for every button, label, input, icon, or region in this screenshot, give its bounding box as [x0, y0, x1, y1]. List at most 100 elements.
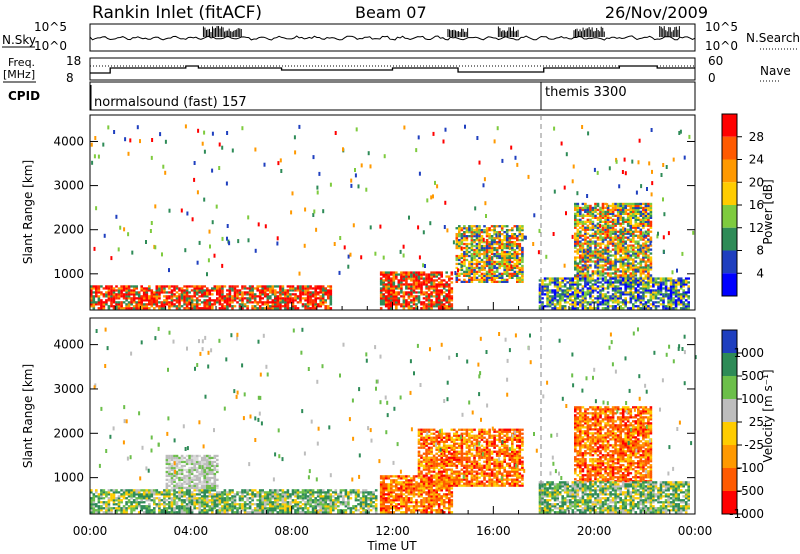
data-cell	[314, 307, 317, 310]
data-cell	[117, 303, 121, 306]
data-cell	[145, 299, 149, 302]
data-cell	[284, 505, 287, 508]
data-cell	[616, 297, 620, 300]
data-cell	[332, 495, 335, 498]
data-cell	[574, 260, 577, 263]
data-cell	[480, 268, 484, 272]
data-cell	[606, 216, 610, 219]
data-cell	[558, 303, 562, 306]
data-cell	[687, 303, 690, 306]
data-cell	[329, 501, 333, 504]
data-cell	[148, 489, 151, 492]
data-cell	[279, 295, 282, 298]
data-cell	[637, 248, 640, 251]
data-cell	[100, 307, 103, 310]
data-cell	[112, 507, 116, 510]
data-cell	[100, 489, 103, 492]
data-cell	[185, 493, 189, 496]
data-cell	[233, 285, 237, 288]
data-cell	[594, 216, 597, 219]
data-cell	[642, 202, 645, 206]
data-cell	[188, 297, 191, 300]
data-cell	[455, 241, 459, 244]
data-cell	[596, 232, 600, 235]
data-cell	[596, 274, 600, 277]
data-cell	[619, 236, 622, 239]
data-cell	[687, 285, 690, 288]
data-cell	[105, 303, 108, 306]
data-cell	[652, 277, 655, 280]
data-cell	[251, 295, 254, 298]
data-cell	[619, 228, 622, 231]
data-cell	[566, 287, 569, 290]
data-cell	[647, 244, 650, 247]
data-speck	[161, 252, 163, 257]
data-speck	[399, 249, 402, 254]
data-cell	[261, 301, 264, 304]
data-cell	[407, 295, 411, 298]
data-cell	[445, 275, 448, 278]
data-cell	[493, 233, 496, 236]
data-cell	[294, 289, 297, 292]
y-tick-label: 1000	[53, 267, 84, 281]
data-cell	[606, 246, 610, 249]
data-cell	[659, 299, 663, 302]
data-speck	[102, 142, 105, 147]
data-cell	[183, 303, 186, 306]
data-cell	[92, 501, 96, 504]
data-cell	[130, 299, 133, 302]
data-speck	[625, 210, 628, 215]
data-cell	[503, 231, 506, 234]
data-cell	[120, 499, 123, 502]
data-cell	[624, 277, 627, 280]
data-cell	[490, 268, 494, 272]
data-cell	[115, 303, 118, 306]
data-cell	[614, 295, 617, 298]
data-cell	[188, 501, 191, 504]
data-cell	[674, 295, 678, 298]
data-cell	[609, 240, 612, 243]
data-cell	[579, 258, 582, 261]
data-cell	[553, 281, 557, 284]
data-cell	[135, 303, 138, 306]
data-cell	[412, 301, 416, 304]
data-cell	[616, 289, 620, 292]
data-cell	[170, 489, 174, 492]
data-cell	[634, 305, 638, 308]
data-cell	[606, 274, 610, 277]
data-cell	[178, 511, 181, 514]
data-cell	[281, 507, 285, 510]
data-cell	[478, 256, 481, 260]
data-cell	[299, 507, 302, 510]
data-cell	[485, 242, 489, 246]
data-cell	[606, 242, 610, 245]
data-cell	[649, 214, 653, 217]
data-cell	[390, 301, 393, 304]
data-cell	[115, 489, 118, 492]
data-cell	[687, 281, 690, 284]
data-cell	[102, 497, 106, 500]
data-cell	[632, 266, 635, 269]
data-cell	[594, 246, 597, 249]
data-cell	[516, 250, 519, 254]
data-cell	[594, 242, 597, 245]
data-cell	[639, 206, 643, 210]
data-cell	[316, 303, 320, 306]
data-cell	[475, 233, 479, 236]
data-cell	[611, 277, 615, 280]
data-cell	[92, 509, 96, 512]
data-cell	[669, 305, 673, 308]
data-cell	[508, 241, 512, 244]
data-cell	[236, 491, 239, 494]
data-cell	[382, 273, 385, 276]
data-cell	[269, 301, 272, 304]
data-cell	[271, 301, 275, 304]
data-cell	[450, 303, 454, 306]
data-cell	[455, 235, 459, 238]
data-cell	[263, 507, 267, 510]
y-tick-label: 2000	[53, 223, 84, 237]
data-speck	[225, 181, 228, 186]
data-cell	[203, 307, 206, 310]
data-cell	[422, 305, 426, 308]
data-cell	[412, 277, 416, 280]
